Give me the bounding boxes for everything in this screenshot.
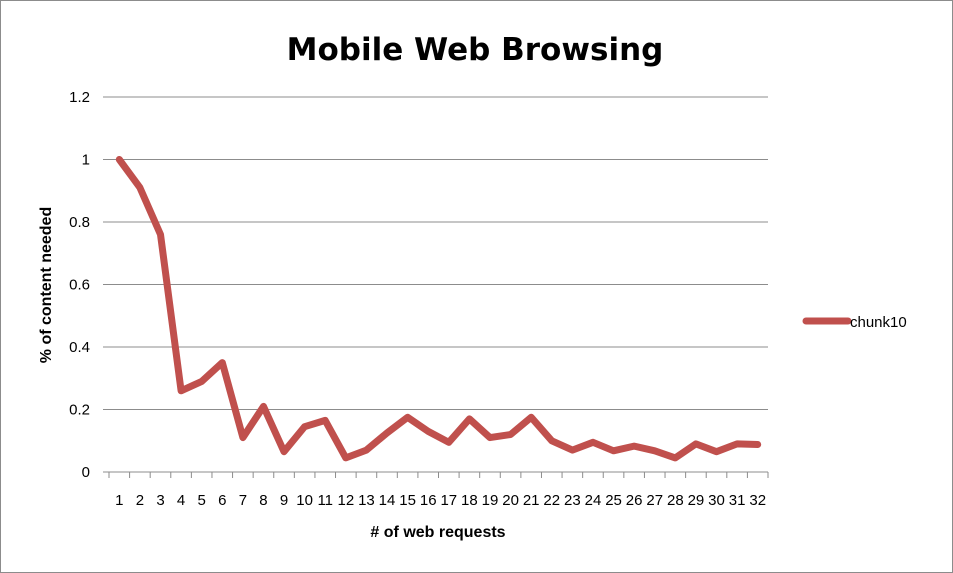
x-tick-label: 15 bbox=[399, 492, 416, 509]
data-point bbox=[159, 233, 162, 236]
x-axis-title: # of web requests bbox=[370, 524, 505, 541]
data-point bbox=[241, 436, 244, 439]
data-point bbox=[180, 389, 183, 392]
data-point bbox=[530, 416, 533, 419]
x-tick-label: 6 bbox=[218, 492, 226, 509]
data-point bbox=[344, 456, 347, 459]
x-tick-label: 7 bbox=[239, 492, 247, 509]
legend-label: chunk10 bbox=[850, 314, 907, 331]
x-tick-label: 30 bbox=[708, 492, 725, 509]
y-tick-label: 0.6 bbox=[69, 277, 90, 294]
x-tick-label: 32 bbox=[749, 492, 766, 509]
y-tick-label: 1 bbox=[82, 152, 90, 169]
x-tick-label: 4 bbox=[177, 492, 185, 509]
data-point bbox=[303, 425, 306, 428]
data-point bbox=[653, 449, 656, 452]
data-point bbox=[200, 380, 203, 383]
x-tick-label: 24 bbox=[585, 492, 602, 509]
legend: chunk10 bbox=[802, 314, 907, 331]
x-tick-label: 14 bbox=[379, 492, 396, 509]
y-tick-label: 0 bbox=[82, 464, 90, 481]
data-point bbox=[427, 430, 430, 433]
y-tick-label: 0.8 bbox=[69, 214, 90, 231]
x-tick-label: 5 bbox=[198, 492, 206, 509]
data-point bbox=[591, 441, 594, 444]
x-tick-label: 3 bbox=[156, 492, 164, 509]
data-point bbox=[715, 450, 718, 453]
chart-title: Mobile Web Browsing bbox=[287, 32, 664, 68]
x-tick-label: 23 bbox=[564, 492, 581, 509]
data-point bbox=[118, 158, 121, 161]
data-point bbox=[262, 405, 265, 408]
y-tick-label: 0.4 bbox=[69, 339, 90, 356]
data-point bbox=[571, 449, 574, 452]
x-tick-label: 31 bbox=[729, 492, 746, 509]
x-tick-label: 13 bbox=[358, 492, 375, 509]
x-tick-label: 11 bbox=[317, 492, 333, 509]
x-tick-label: 25 bbox=[605, 492, 622, 509]
y-tick-label: 1.2 bbox=[69, 89, 90, 106]
data-point bbox=[138, 186, 141, 189]
x-tick-label: 21 bbox=[523, 492, 540, 509]
data-point bbox=[694, 442, 697, 445]
x-tick-label: 1 bbox=[115, 492, 123, 509]
gridlines bbox=[109, 96, 768, 410]
series-layer bbox=[115, 156, 762, 462]
series-line-chunk10 bbox=[115, 156, 762, 462]
data-point bbox=[447, 441, 450, 444]
y-axis-title: % of content needed bbox=[38, 207, 55, 363]
y-axis-ticks: 0 0.2 0.4 0.6 0.8 1 1.2 bbox=[69, 89, 109, 481]
data-point bbox=[386, 431, 389, 434]
data-point bbox=[365, 449, 368, 452]
y-tick-label: 0.2 bbox=[69, 402, 90, 419]
x-tick-label: 19 bbox=[482, 492, 499, 509]
data-point bbox=[324, 419, 327, 422]
data-point bbox=[633, 445, 636, 448]
data-point bbox=[406, 416, 409, 419]
data-point bbox=[674, 456, 677, 459]
data-point bbox=[283, 450, 286, 453]
data-point bbox=[736, 442, 739, 445]
data-point bbox=[488, 436, 491, 439]
data-point bbox=[509, 433, 512, 436]
x-tick-label: 29 bbox=[688, 492, 705, 509]
x-tick-label: 18 bbox=[461, 492, 478, 509]
x-tick-label: 10 bbox=[296, 492, 313, 509]
x-tick-label: 28 bbox=[667, 492, 684, 509]
x-tick-label: 9 bbox=[280, 492, 288, 509]
data-point bbox=[550, 439, 553, 442]
data-point bbox=[612, 449, 615, 452]
data-point bbox=[468, 417, 471, 420]
x-tick-label: 16 bbox=[420, 492, 437, 509]
x-tick-label: 26 bbox=[626, 492, 643, 509]
x-axis-ticks: 1 2 3 4 5 6 7 8 9 10 11 12 13 14 15 16 17 18 19 20 21 22 23 24 2… bbox=[108, 472, 769, 509]
x-tick-label: 12 bbox=[337, 492, 354, 509]
x-tick-label: 20 bbox=[502, 492, 519, 509]
x-tick-label: 17 bbox=[440, 492, 457, 509]
x-tick-label: 22 bbox=[543, 492, 560, 509]
x-tick-label: 27 bbox=[646, 492, 663, 509]
x-tick-label: 2 bbox=[136, 492, 144, 509]
data-point bbox=[221, 361, 224, 364]
x-tick-label: 8 bbox=[259, 492, 267, 509]
data-point bbox=[756, 443, 759, 446]
